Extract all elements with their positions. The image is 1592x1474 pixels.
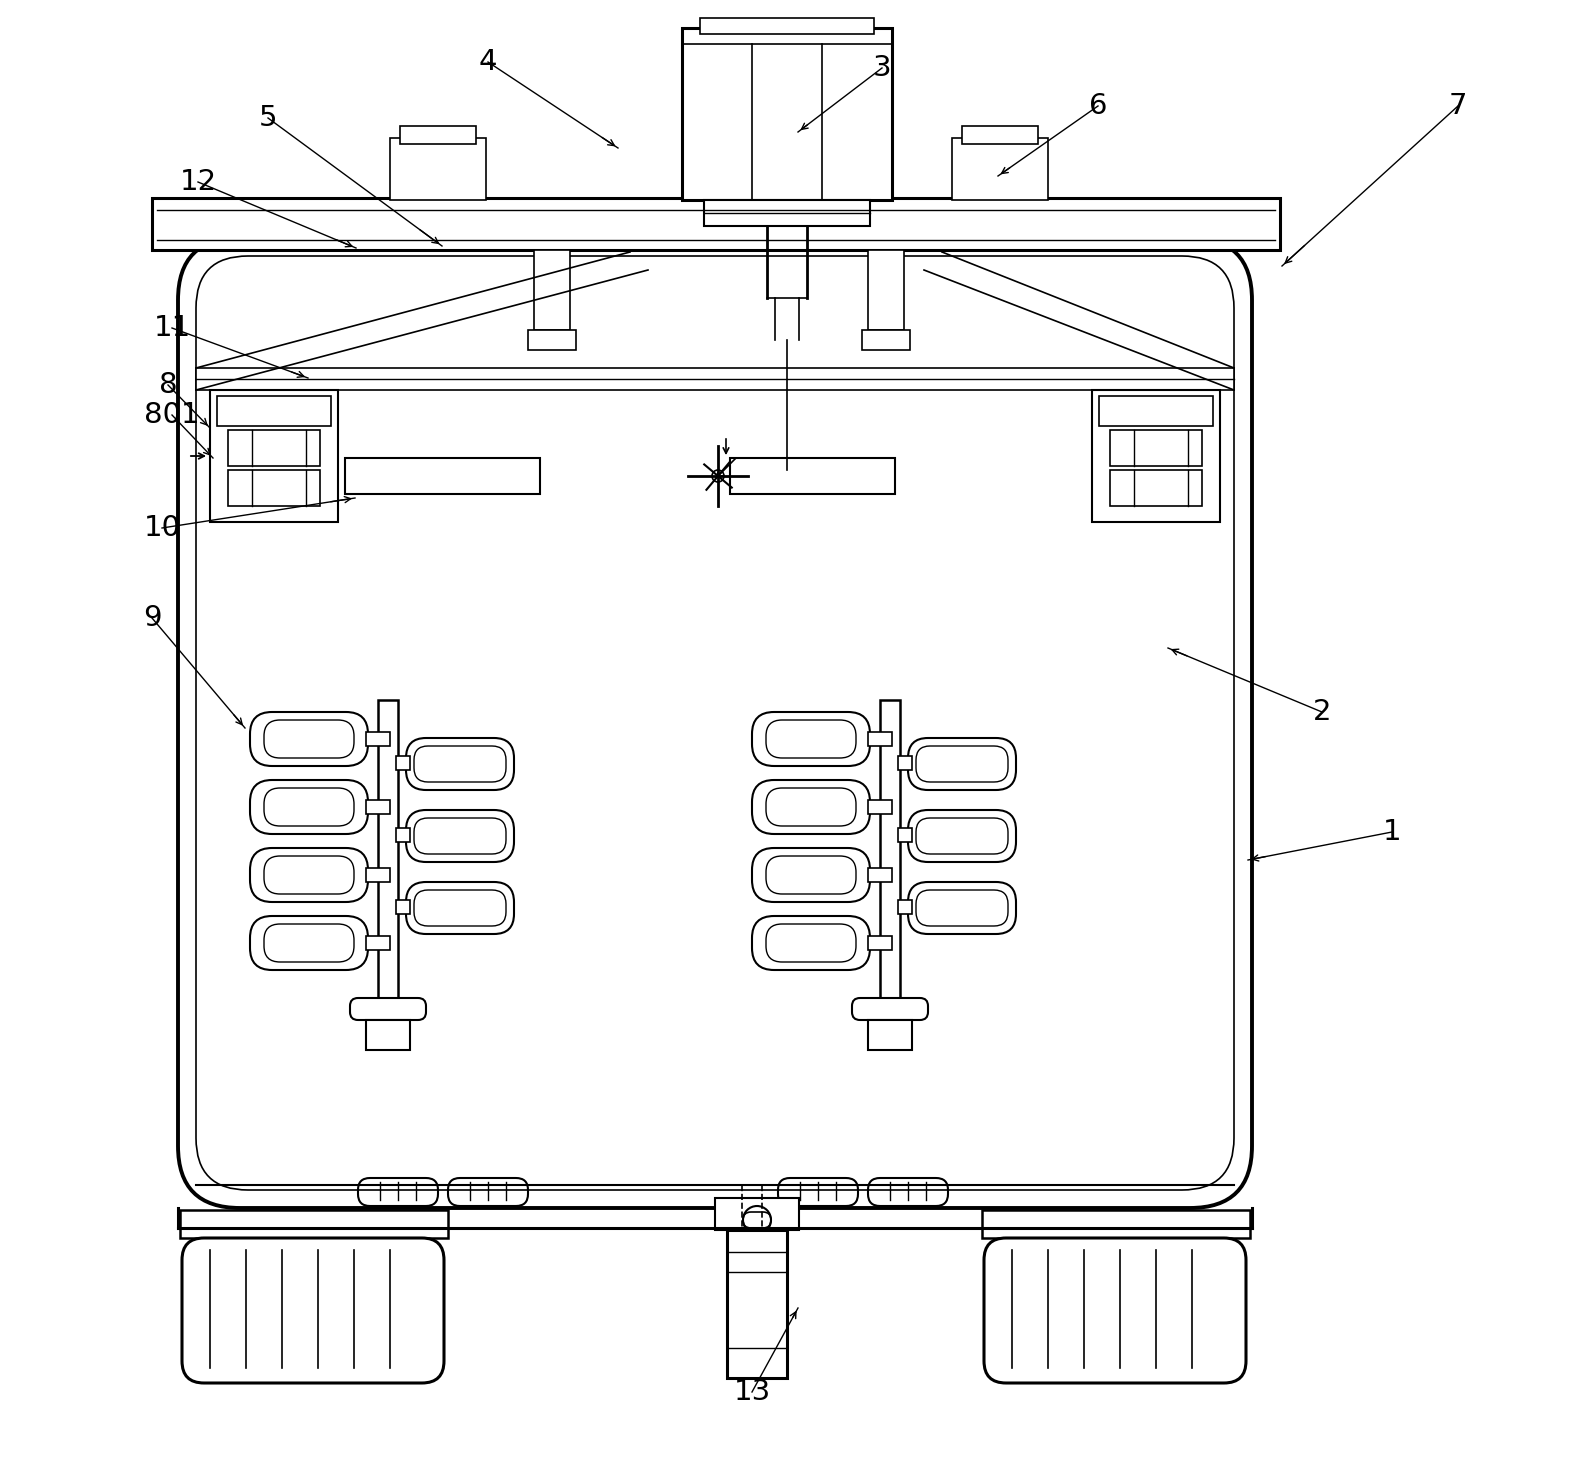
Bar [868, 868, 892, 881]
Bar [396, 756, 411, 769]
Bar [366, 868, 390, 881]
Bar [715, 1198, 799, 1229]
Text: 6: 6 [1089, 91, 1108, 119]
Text: 8: 8 [159, 371, 177, 399]
Bar [898, 756, 912, 769]
Text: 1: 1 [1383, 818, 1401, 846]
Circle shape [743, 1206, 771, 1234]
Bar [868, 800, 892, 814]
Bar [228, 430, 320, 466]
Bar [210, 391, 338, 522]
Bar [868, 1020, 912, 1049]
Circle shape [712, 470, 724, 482]
Bar [898, 901, 912, 914]
FancyBboxPatch shape [181, 1238, 444, 1383]
Text: 7: 7 [1449, 91, 1468, 119]
Bar [898, 828, 912, 842]
Bar [396, 828, 411, 842]
Bar [1110, 430, 1202, 466]
Bar [868, 733, 892, 746]
Bar [952, 139, 1048, 200]
Text: 12: 12 [180, 168, 217, 196]
Text: 2: 2 [1313, 699, 1331, 727]
Bar [196, 368, 1234, 391]
Bar [366, 1020, 411, 1049]
Bar [731, 458, 895, 494]
Bar [861, 330, 911, 349]
FancyBboxPatch shape [984, 1238, 1247, 1383]
Text: 3: 3 [872, 55, 892, 83]
Bar [1110, 470, 1202, 506]
Text: 11: 11 [153, 314, 191, 342]
Bar [400, 125, 476, 144]
Bar [390, 139, 486, 200]
Bar [377, 700, 398, 1010]
Text: 10: 10 [143, 514, 180, 542]
Bar [982, 1210, 1250, 1238]
Bar [700, 18, 874, 34]
Bar [345, 458, 540, 494]
Bar [533, 251, 570, 330]
Bar [228, 470, 320, 506]
Bar [217, 397, 331, 426]
Bar [396, 901, 411, 914]
Bar [868, 251, 904, 330]
FancyBboxPatch shape [178, 237, 1251, 1209]
Bar [151, 198, 1280, 251]
Text: 4: 4 [479, 49, 497, 77]
Bar [728, 1229, 786, 1378]
Bar [704, 200, 869, 226]
Bar [1098, 397, 1213, 426]
FancyBboxPatch shape [350, 998, 427, 1020]
Bar [868, 936, 892, 951]
Text: 9: 9 [143, 604, 161, 632]
FancyBboxPatch shape [852, 998, 928, 1020]
Text: 5: 5 [259, 105, 277, 133]
Bar [681, 28, 892, 200]
Bar [529, 330, 576, 349]
Bar [366, 936, 390, 951]
Bar [962, 125, 1038, 144]
Text: 801: 801 [145, 401, 201, 429]
Bar [180, 1210, 447, 1238]
Text: 13: 13 [734, 1378, 771, 1406]
Bar [366, 733, 390, 746]
Bar [366, 800, 390, 814]
Bar [880, 700, 899, 1010]
Bar [1092, 391, 1219, 522]
